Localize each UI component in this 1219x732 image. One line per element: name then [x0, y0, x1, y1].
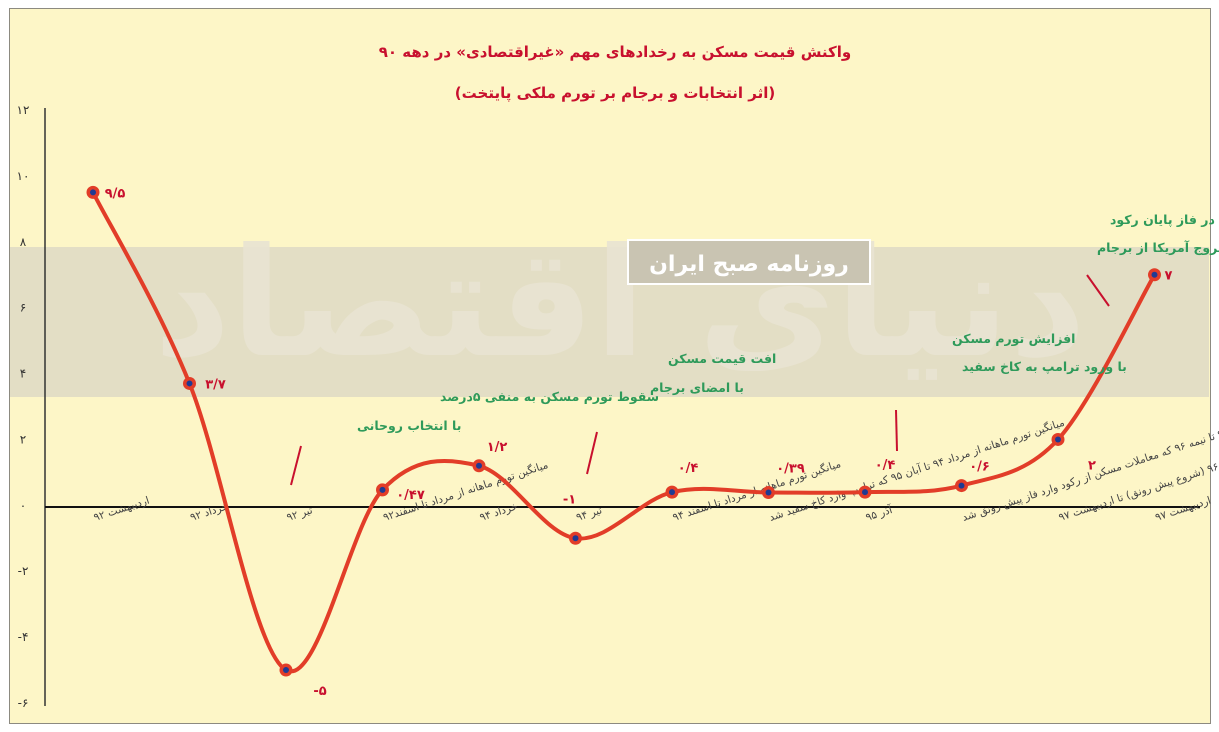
chart-subtitle: (اثر انتخابات و برجام بر تورم ملکی پایتخ…	[455, 84, 775, 103]
data-point-center	[958, 482, 965, 489]
y-tick-label: ۸	[20, 235, 27, 249]
data-label: ۰/۶	[969, 460, 990, 475]
data-point-center	[1055, 436, 1061, 443]
data-label: ۰/۴	[678, 461, 699, 476]
chart-title: واکنش قیمت مسکن به رخدادهای مهم «غیراقتص…	[379, 43, 851, 61]
annotation-line: با امضای برجام	[650, 380, 744, 396]
annotation-election: سقوط تورم مسکن به منفی ۵درصد با انتخاب ر…	[290, 389, 659, 486]
y-tick-label: ۲	[20, 432, 26, 446]
annotation-arrow	[290, 445, 302, 486]
data-point-center	[669, 489, 675, 496]
y-tick-label: ۱۰	[17, 169, 30, 183]
data-point-center	[283, 667, 289, 674]
x-tick-label: اردیبهشت ۹۷	[1154, 495, 1213, 524]
watermark-sub-box	[627, 239, 871, 285]
watermark-text: دنیای اقتصاد	[154, 217, 1087, 391]
data-label: ۲	[1088, 458, 1096, 473]
y-tick-label: -۶	[18, 696, 29, 710]
annotation-line: با ورود ترامپ به کاخ سفید	[962, 359, 1127, 374]
data-point-center	[862, 489, 868, 496]
data-label: ۷	[1165, 269, 1173, 284]
annotation-trump: افزایش تورم مسکن با ورود ترامپ به کاخ سف…	[895, 331, 1127, 452]
watermark-band	[10, 247, 1209, 397]
data-point-center	[765, 489, 772, 496]
data-label: ۳/۷	[205, 377, 226, 392]
annotation-line: با انتخاب روحانی	[357, 418, 461, 433]
annotation-jcpoa: افت قیمت مسکن با امضای برجام	[586, 351, 776, 475]
data-label: -۵	[313, 684, 326, 699]
data-label: ۱/۲	[487, 440, 508, 455]
annotation-line: رشد قیمت در فاز پایان رکود	[1110, 212, 1219, 227]
y-tick-label: ۰	[20, 498, 26, 512]
y-tick-label: -۲	[18, 564, 29, 578]
y-tick-label: ۶	[20, 301, 26, 315]
annotation-us-exit: رشد قیمت در فاز پایان رکود با خروج آمریک…	[1086, 212, 1219, 307]
data-label: ۰/۴۷	[396, 488, 425, 503]
data-point-center	[379, 486, 386, 493]
annotation-arrow	[586, 431, 598, 475]
annotation-line: افت قیمت مسکن	[668, 351, 776, 366]
watermark-subtext: روزنامه صبح ایران	[649, 252, 849, 277]
y-tick-label: -۴	[18, 630, 29, 644]
data-point-center	[1151, 271, 1158, 278]
annotation-line: افزایش تورم مسکن	[952, 331, 1075, 347]
y-tick-label: ۱۲	[17, 103, 30, 117]
x-tick-label: آذر ۹۵	[864, 503, 895, 524]
annotation-arrow	[895, 409, 898, 452]
data-label: ۰/۴	[875, 458, 896, 473]
data-point-center	[186, 380, 193, 387]
x-tick-label: اردیبهشت ۹۲	[92, 495, 151, 524]
annotation-line: سقوط تورم مسکن به منفی ۵درصد	[440, 389, 659, 405]
data-point-center	[572, 535, 579, 542]
data-label: ۰/۳۹	[776, 461, 805, 476]
data-label: ۹/۵	[105, 186, 126, 201]
annotation-arrow	[1086, 274, 1110, 307]
series-line	[91, 191, 1157, 674]
data-point-center	[476, 462, 482, 469]
data-point-center	[90, 189, 96, 196]
x-tick-label: خرداد ۹۴	[478, 500, 519, 524]
data-label: -۱	[563, 492, 576, 507]
annotation-line: با خروج آمریکا از برجام	[1097, 240, 1219, 256]
y-tick-label: ۴	[20, 367, 26, 381]
